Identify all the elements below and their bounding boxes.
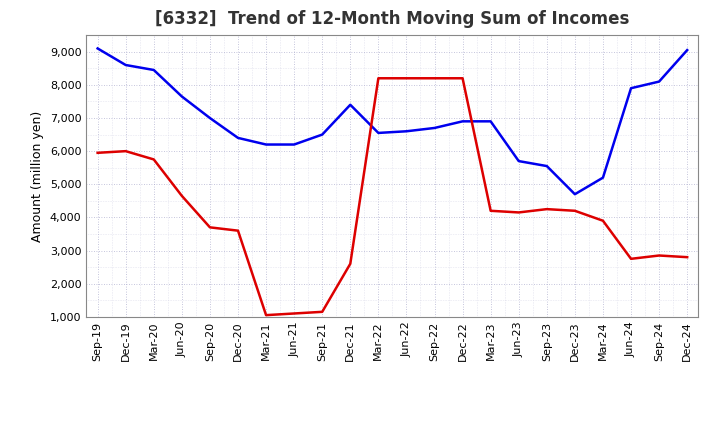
Net Income (262, 312, 271, 318)
Net Income (626, 256, 635, 261)
Ordinary Income (683, 48, 691, 53)
Net Income (94, 150, 102, 155)
Net Income (598, 218, 607, 224)
Ordinary Income (122, 62, 130, 68)
Ordinary Income (542, 163, 551, 169)
Net Income (346, 261, 355, 267)
Net Income (570, 208, 579, 213)
Net Income (486, 208, 495, 213)
Ordinary Income (374, 130, 383, 136)
Net Income (654, 253, 663, 258)
Title: [6332]  Trend of 12-Month Moving Sum of Incomes: [6332] Trend of 12-Month Moving Sum of I… (156, 10, 629, 28)
Ordinary Income (514, 158, 523, 164)
Ordinary Income (458, 119, 467, 124)
Ordinary Income (150, 67, 158, 73)
Net Income (683, 254, 691, 260)
Net Income (318, 309, 327, 315)
Line: Ordinary Income: Ordinary Income (98, 48, 687, 194)
Ordinary Income (626, 85, 635, 91)
Net Income (542, 206, 551, 212)
Net Income (514, 210, 523, 215)
Ordinary Income (486, 119, 495, 124)
Net Income (122, 149, 130, 154)
Net Income (150, 157, 158, 162)
Ordinary Income (598, 175, 607, 180)
Line: Net Income: Net Income (98, 78, 687, 315)
Net Income (458, 76, 467, 81)
Ordinary Income (654, 79, 663, 84)
Ordinary Income (178, 94, 186, 99)
Ordinary Income (206, 115, 215, 121)
Net Income (430, 76, 438, 81)
Net Income (290, 311, 299, 316)
Net Income (178, 193, 186, 198)
Ordinary Income (570, 191, 579, 197)
Y-axis label: Amount (million yen): Amount (million yen) (32, 110, 45, 242)
Ordinary Income (346, 102, 355, 107)
Net Income (402, 76, 410, 81)
Ordinary Income (94, 46, 102, 51)
Ordinary Income (402, 128, 410, 134)
Ordinary Income (290, 142, 299, 147)
Ordinary Income (318, 132, 327, 137)
Ordinary Income (262, 142, 271, 147)
Net Income (234, 228, 243, 233)
Ordinary Income (234, 135, 243, 140)
Net Income (206, 225, 215, 230)
Ordinary Income (430, 125, 438, 131)
Net Income (374, 76, 383, 81)
